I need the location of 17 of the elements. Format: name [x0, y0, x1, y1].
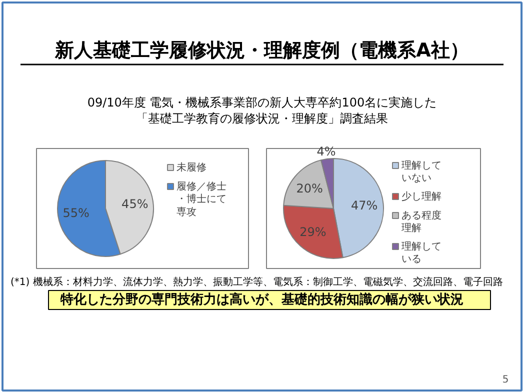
legend-label: ある程度理解 — [402, 210, 442, 234]
legend-label: 未履修 — [176, 162, 206, 174]
legend-label: 理解している — [402, 242, 442, 266]
text: (*1) 機械系：材料力学、流体力学、熱力学、振動工学等、電気系：制御工学、電磁気学、交流回路、電子回路 — [10, 276, 503, 288]
legend-label: 少し理解 — [402, 190, 442, 202]
data-label: 29% — [300, 224, 326, 239]
data-label: 45% — [122, 196, 148, 211]
data-label: 55% — [62, 206, 90, 220]
chart-title: 新人基礎工学履修状況・理解度例（電機系A社） — [54, 40, 469, 62]
data-label: 20% — [296, 182, 323, 196]
legend-label: 履修／修士・博士にて専攻 — [176, 180, 226, 218]
text: 5 — [502, 374, 509, 386]
data-label: 4% — [316, 144, 336, 158]
text: 09/10年度 電気・機械系事業部の新人大専卒約100名に実施した「基礎工学教育の履修状況・理解度」調査結果 — [87, 95, 437, 126]
text: 特化した分野の専門技術力は高いが、基礎的技術知識の幅が狭い状況 — [60, 292, 464, 308]
data-label: 47% — [351, 198, 378, 213]
legend-label: 理解していない — [402, 160, 442, 184]
